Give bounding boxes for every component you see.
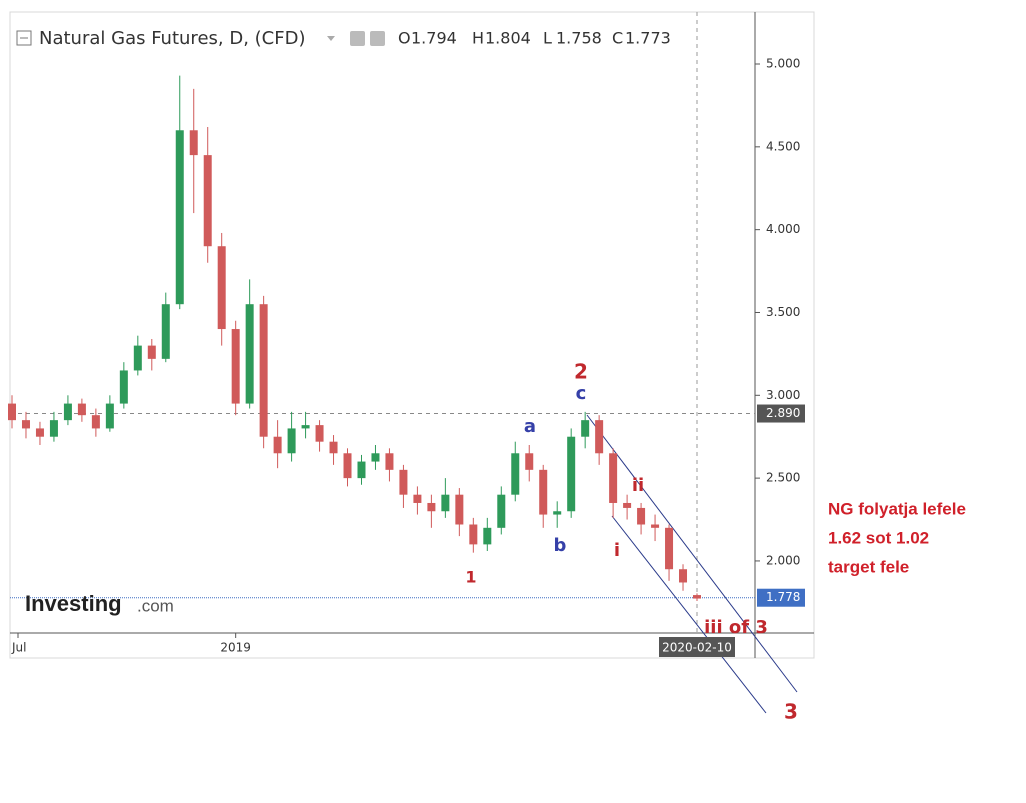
side-note: NG folyatja lefele [828, 499, 966, 518]
candle-body [357, 461, 366, 479]
candle-body [63, 403, 72, 421]
ohlc-letter: C [612, 29, 623, 48]
candle-body [329, 441, 338, 454]
dropdown-arrow[interactable] [327, 36, 335, 41]
ohlc-letter: O [398, 29, 411, 48]
candle-body [315, 425, 324, 442]
candle-body [413, 494, 422, 503]
wave-label: 2 [574, 360, 588, 384]
candle-body [147, 345, 156, 359]
candle-body [469, 524, 478, 545]
y-tick-label: 2.500 [766, 471, 800, 485]
candle-body [441, 494, 450, 512]
candle-body [553, 511, 562, 515]
channel-upper [586, 414, 798, 693]
channel-lower [611, 515, 767, 714]
candle-body [539, 469, 548, 515]
x-tick-label: Jul [11, 641, 26, 655]
candle-body [119, 370, 128, 404]
candle-body [161, 304, 170, 359]
wave-label: 3 [784, 700, 798, 724]
candle-body [427, 502, 436, 512]
x-tick-label: 2019 [220, 641, 251, 655]
candle-body [259, 304, 268, 437]
candle-body [399, 469, 408, 495]
candle-body [273, 436, 282, 454]
candle-body [189, 130, 198, 156]
candle-body [609, 453, 618, 503]
candle-body [595, 420, 604, 454]
ohlc-letter: L [543, 29, 552, 48]
y-tick-label: 4.000 [766, 222, 800, 236]
candle-body [455, 494, 464, 525]
side-note: target fele [828, 557, 909, 576]
candle-body [651, 524, 660, 528]
y-tick-label: 3.500 [766, 305, 800, 319]
ohlc-value: 1.794 [411, 29, 457, 48]
candle-body [637, 507, 646, 525]
price-label-box [757, 588, 805, 607]
ohlc-value: 1.804 [485, 29, 531, 48]
candle-body [231, 329, 240, 404]
candle-body [497, 494, 506, 528]
x-crosshair-box [659, 637, 735, 657]
candle-body [371, 453, 380, 462]
candle-body [693, 595, 701, 599]
candle-body [511, 453, 520, 495]
wave-label: iii of 3 [704, 617, 768, 638]
candle-body [665, 527, 674, 570]
wave-label: ii [632, 475, 644, 496]
y-tick-label: 2.000 [766, 553, 800, 567]
ohlc-value: 1.758 [556, 29, 602, 48]
candle-body [77, 403, 86, 416]
ohlc-value: 1.773 [625, 29, 671, 48]
eye-icon[interactable] [350, 31, 365, 46]
wave-label: 1 [465, 568, 476, 587]
watermark-suffix: .com [137, 596, 174, 615]
watermark: Investing [25, 591, 122, 616]
settings-icon[interactable] [370, 31, 385, 46]
candle-body [623, 502, 632, 508]
y-tick-label: 4.500 [766, 139, 800, 153]
x-tick-label: 2020-02-10 [662, 641, 732, 655]
candle-body [133, 345, 142, 371]
candle-body [217, 246, 226, 330]
candle-body [287, 428, 296, 454]
candle-body [581, 420, 590, 437]
chart-title: Natural Gas Futures, D, (CFD) [39, 28, 305, 49]
candle-body [679, 569, 688, 583]
candle-body [301, 425, 310, 429]
candle-body [105, 403, 114, 429]
candle-body [8, 403, 16, 421]
wave-label: i [614, 540, 620, 561]
candle-body [245, 304, 254, 404]
candle-body [525, 453, 534, 470]
chart-frame [9, 11, 815, 659]
y-tick-label: 5.000 [766, 57, 800, 71]
price-label: 2.890 [766, 406, 800, 420]
side-note: 1.62 sot 1.02 [828, 528, 929, 547]
candle-body [91, 415, 100, 429]
candle-body [21, 420, 30, 429]
candle-body [567, 436, 576, 512]
candle-body [483, 527, 492, 545]
price-label-box [757, 404, 805, 423]
wave-label: c [576, 383, 587, 404]
price-label: 1.778 [766, 590, 800, 604]
candle-body [35, 428, 44, 437]
collapse-icon[interactable] [16, 30, 32, 46]
candle-body [343, 453, 352, 479]
ohlc-letter: H [472, 29, 484, 48]
candle-body [49, 420, 58, 437]
candle-body [203, 155, 212, 247]
candle-body [385, 453, 394, 470]
y-tick-label: 3.000 [766, 388, 800, 402]
candle-body [175, 130, 184, 305]
wave-label: a [524, 416, 536, 437]
wave-label: b [554, 535, 567, 556]
